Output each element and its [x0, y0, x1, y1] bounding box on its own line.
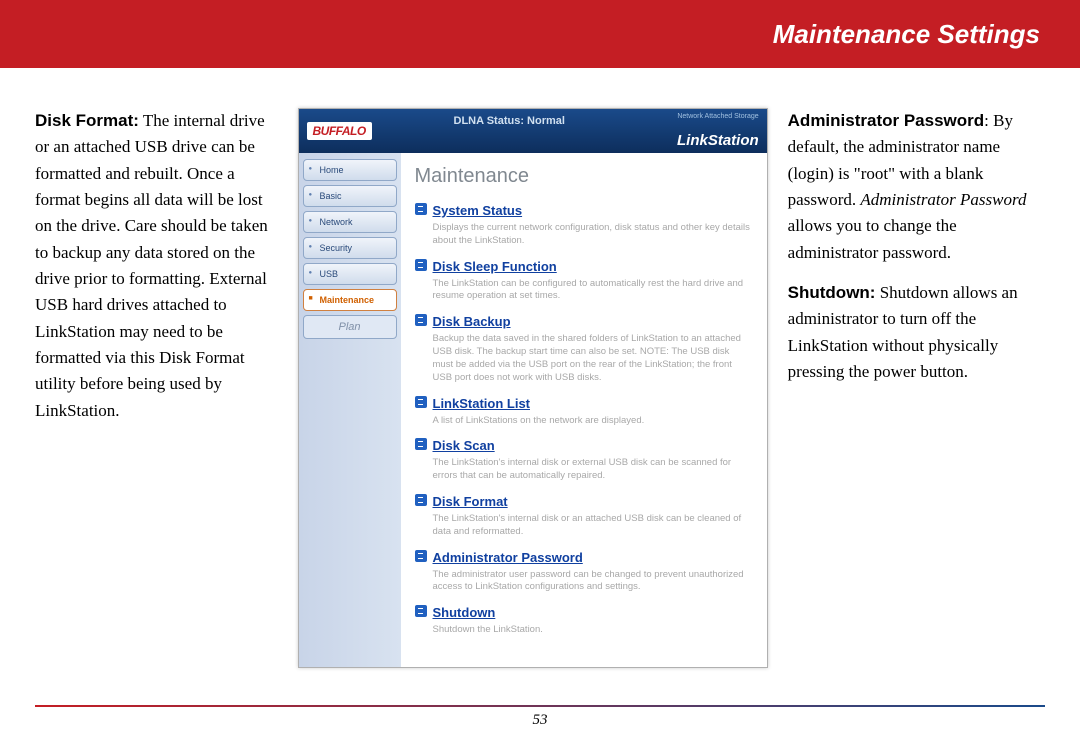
menu-item: Disk Format The LinkStation's internal di…: [415, 493, 753, 539]
disk-format-label: Disk Format:: [35, 111, 139, 130]
menu-link-disk-sleep-function[interactable]: Disk Sleep Function: [433, 259, 557, 274]
nas-tagline: Network Attached Storage: [677, 113, 758, 120]
sidebar-tab-usb[interactable]: USB: [303, 263, 397, 285]
dlna-status: DLNA Status: Normal: [454, 115, 565, 127]
sidebar-tab-security[interactable]: Security: [303, 237, 397, 259]
item-icon: [415, 314, 427, 326]
menu-item: Disk Sleep Function The LinkStation can b…: [415, 258, 753, 304]
menu-desc: A list of LinkStations on the network ar…: [433, 415, 753, 428]
sidebar-tab-basic[interactable]: Basic: [303, 185, 397, 207]
shutdown-label: Shutdown:: [788, 283, 876, 302]
product-name: LinkStation: [677, 132, 759, 149]
main-panel: Maintenance System Status Displays the cu…: [401, 153, 767, 667]
admin-pw-italic: Administrator Password: [860, 190, 1026, 209]
disk-format-body: The internal drive or an attached USB dr…: [35, 111, 268, 420]
app-header: BUFFALO DLNA Status: Normal Network Atta…: [299, 109, 767, 153]
menu-item: Disk Scan The LinkStation's internal disk…: [415, 437, 753, 483]
sidebar-tab-home[interactable]: Home: [303, 159, 397, 181]
left-column-text: Disk Format: The internal drive or an at…: [35, 108, 278, 668]
menu-item: Administrator Password The administrator …: [415, 549, 753, 595]
menu-desc: The LinkStation can be configured to aut…: [433, 278, 753, 304]
menu-item: Shutdown Shutdown the LinkStation.: [415, 604, 753, 637]
header-bar: Maintenance Settings: [0, 0, 1080, 68]
menu-link-system-status[interactable]: System Status: [433, 203, 523, 218]
sidebar-tab-network[interactable]: Network: [303, 211, 397, 233]
menu-desc: The LinkStation's internal disk or exter…: [433, 457, 753, 483]
right-column-text: Administrator Password: By default, the …: [788, 108, 1045, 668]
page-title: Maintenance Settings: [773, 19, 1040, 50]
content: Disk Format: The internal drive or an at…: [0, 68, 1080, 678]
item-icon: [415, 494, 427, 506]
sidebar-tab-maintenance[interactable]: Maintenance: [303, 289, 397, 311]
app-body: Home Basic Network Security USB Maintenance Pl…: [299, 153, 767, 667]
buffalo-logo: BUFFALO: [307, 122, 372, 140]
item-icon: [415, 396, 427, 408]
menu-link-disk-backup[interactable]: Disk Backup: [433, 314, 511, 329]
admin-pw-text-b: allows you to change the administrator p…: [788, 216, 957, 261]
sidebar-tab-plan[interactable]: Plan: [303, 315, 397, 339]
menu-item: System Status Displays the current networ…: [415, 202, 753, 248]
menu-link-linkstation-list[interactable]: LinkStation List: [433, 396, 531, 411]
footer-rule: [35, 705, 1045, 707]
item-icon: [415, 259, 427, 271]
menu-desc: Displays the current network configurati…: [433, 222, 753, 248]
embedded-screenshot: BUFFALO DLNA Status: Normal Network Atta…: [298, 108, 768, 668]
menu-link-disk-format[interactable]: Disk Format: [433, 494, 508, 509]
menu-link-administrator-password[interactable]: Administrator Password: [433, 550, 583, 565]
page-number: 53: [533, 712, 548, 728]
menu-desc: The administrator user password can be c…: [433, 569, 753, 595]
menu-item: Disk Backup Backup the data saved in the …: [415, 313, 753, 384]
item-icon: [415, 438, 427, 450]
item-icon: [415, 203, 427, 215]
menu-desc: Backup the data saved in the shared fold…: [433, 333, 753, 384]
menu-link-shutdown[interactable]: Shutdown: [433, 605, 496, 620]
admin-pw-label: Administrator Password: [788, 111, 985, 130]
menu-item: LinkStation List A list of LinkStations o…: [415, 395, 753, 428]
item-icon: [415, 605, 427, 617]
menu-desc: The LinkStation's internal disk or an at…: [433, 513, 753, 539]
menu-link-disk-scan[interactable]: Disk Scan: [433, 438, 495, 453]
menu-desc: Shutdown the LinkStation.: [433, 624, 753, 637]
main-title: Maintenance: [415, 165, 753, 188]
footer: 53: [0, 705, 1080, 729]
sidebar: Home Basic Network Security USB Maintenance Pl…: [299, 153, 401, 667]
item-icon: [415, 550, 427, 562]
